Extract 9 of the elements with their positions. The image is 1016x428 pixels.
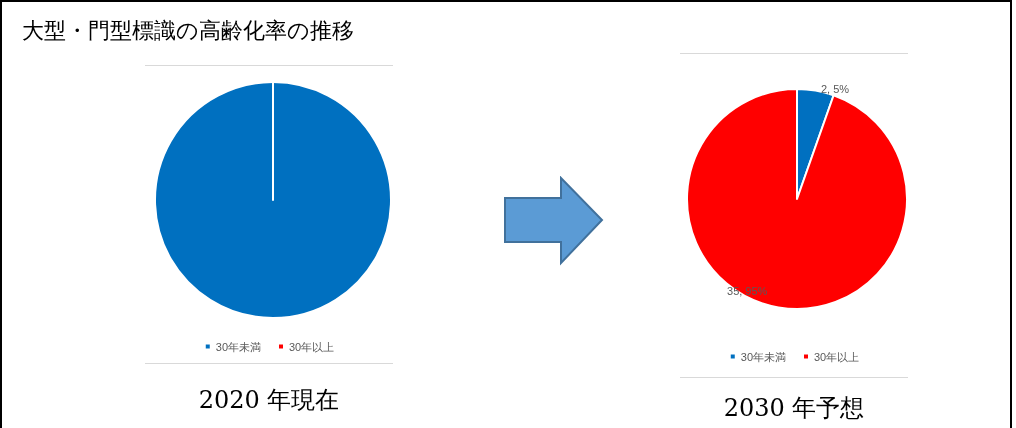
text: 2020 年現在 bbox=[197, 385, 341, 416]
legend-label: 30年未満 bbox=[215, 340, 262, 353]
legend-label: 30年以上 bbox=[289, 340, 335, 353]
legend-label: 30年未満 bbox=[740, 350, 787, 363]
data-label: 2, 5% bbox=[820, 82, 850, 95]
data-label: 35, 95% bbox=[727, 285, 768, 298]
text: 2030 年予想 bbox=[722, 393, 866, 424]
legend-label: 30年以上 bbox=[814, 350, 860, 363]
chart-title: 大型・門型標識の高齢化率の推移 bbox=[22, 17, 354, 45]
